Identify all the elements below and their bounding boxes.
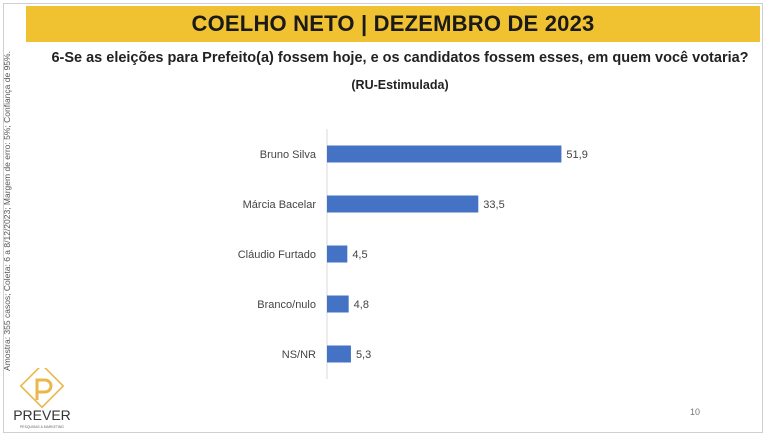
bar — [327, 195, 479, 213]
category-label: Cláudio Furtado — [238, 249, 316, 261]
data-label: 33,5 — [483, 199, 504, 211]
question-text: 6-Se as eleições para Prefeito(a) fossem… — [51, 50, 749, 66]
bar — [327, 145, 562, 163]
category-label: Branco/nulo — [257, 299, 316, 311]
page-number: 10 — [690, 407, 701, 417]
category-label: Márcia Bacelar — [243, 199, 317, 211]
data-label: 51,9 — [566, 149, 587, 161]
category-label: NS/NR — [282, 349, 316, 361]
bar — [327, 295, 349, 313]
logo-name: PREVER — [13, 407, 71, 423]
data-label: 4,8 — [354, 299, 369, 311]
title-banner: COELHO NETO | DEZEMBRO DE 2023 — [26, 6, 760, 42]
question-subtitle: (RU-Estimulada) — [351, 78, 449, 92]
category-label: Bruno Silva — [260, 149, 317, 161]
bar — [327, 345, 351, 363]
page-title: COELHO NETO | DEZEMBRO DE 2023 — [191, 11, 595, 36]
data-label: 4,5 — [352, 249, 367, 261]
logo-tagline: PESQUISAS & MARKETING — [20, 425, 64, 429]
prever-logo: PREVER PESQUISAS & MARKETING — [13, 368, 71, 429]
data-label: 5,3 — [356, 349, 371, 361]
slide — [3, 3, 763, 433]
bar — [327, 245, 348, 263]
logo-mark-icon — [19, 368, 65, 409]
